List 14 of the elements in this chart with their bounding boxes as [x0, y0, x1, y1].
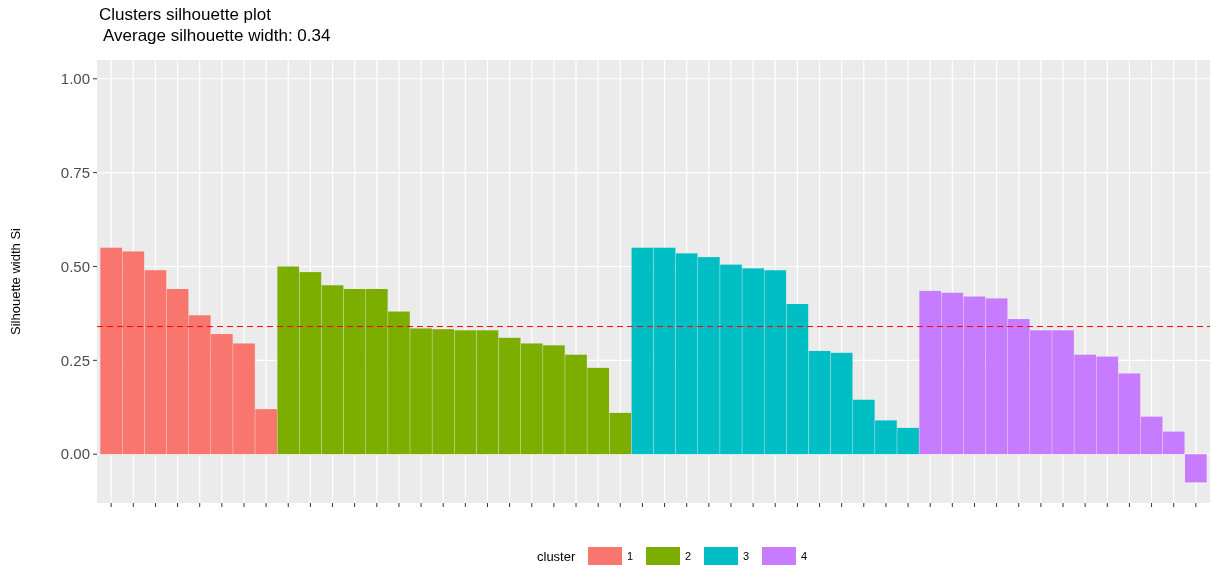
- y-axis-title: Silhouette width Si: [8, 227, 23, 335]
- legend-title: cluster: [537, 548, 576, 564]
- y-tick-label: 0.25: [60, 351, 90, 369]
- legend-label: 3: [743, 549, 750, 562]
- legend-label: 4: [801, 549, 808, 562]
- bar: [1184, 454, 1207, 483]
- legend-label: 1: [627, 549, 634, 562]
- y-tick-label: 0.00: [60, 445, 90, 463]
- y-tick-label: 0.75: [60, 163, 90, 181]
- legend-label: 2: [685, 549, 692, 562]
- chart-subtitle: Average silhouette width: 0.34: [103, 26, 331, 45]
- y-tick-label: 0.50: [60, 257, 90, 275]
- chart-title: Clusters silhouette plot: [99, 5, 272, 24]
- y-tick-label: 1.00: [60, 70, 90, 88]
